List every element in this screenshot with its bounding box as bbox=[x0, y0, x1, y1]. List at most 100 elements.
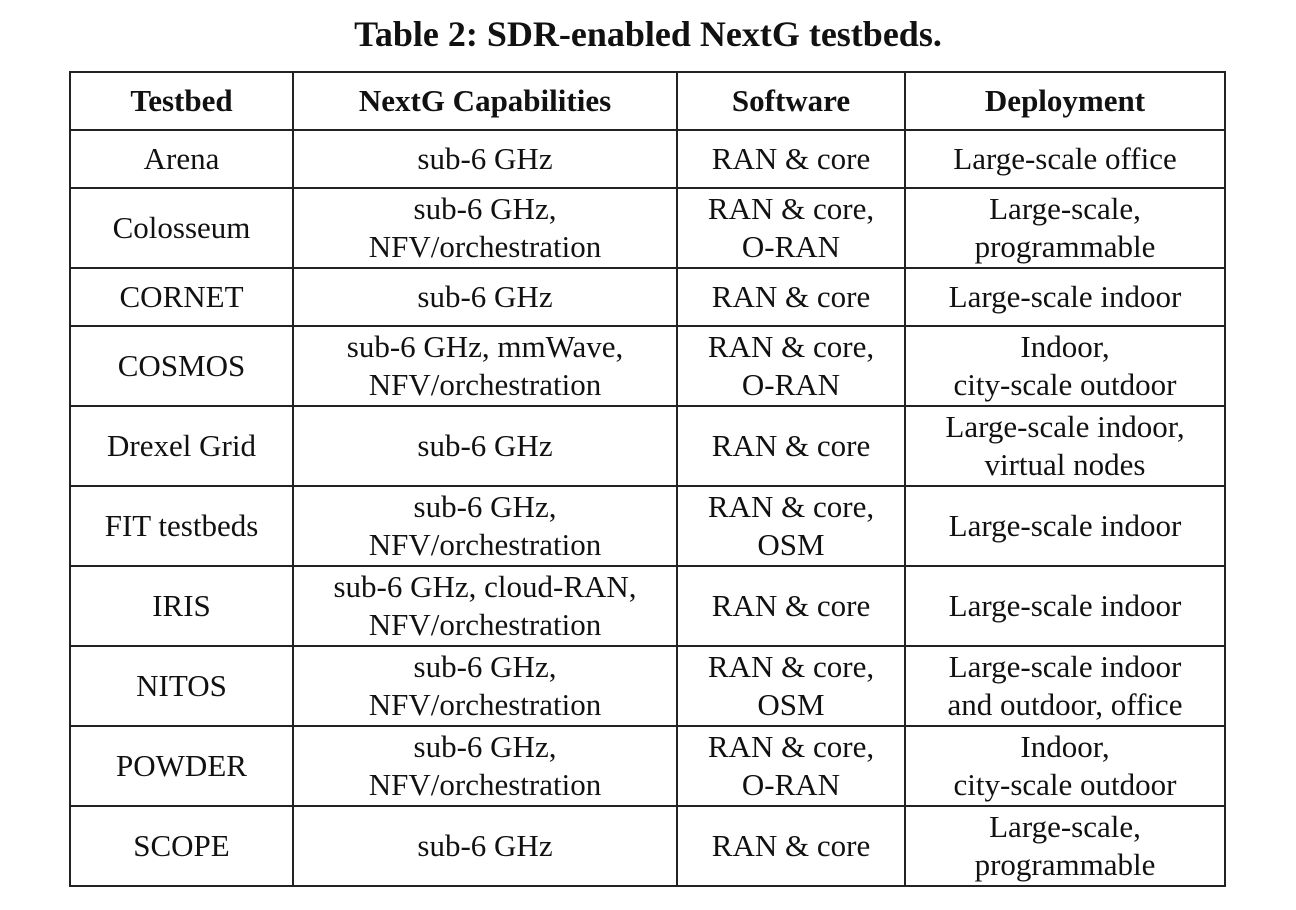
cell-line: and outdoor, office bbox=[947, 687, 1183, 722]
cell-line: sub-6 GHz bbox=[417, 428, 553, 463]
cell-line: sub-6 GHz, bbox=[413, 489, 557, 524]
cell-capabilities: sub-6 GHz bbox=[292, 267, 678, 327]
cell-line: sub-6 GHz, mmWave, bbox=[346, 329, 624, 364]
table-row: POWDER sub-6 GHz, NFV/orchestration RAN & c… bbox=[69, 725, 1226, 807]
table-row: IRIS sub-6 GHz, cloud-RAN, NFV/orchestrati… bbox=[69, 565, 1226, 647]
cell-line: NFV/orchestration bbox=[368, 229, 602, 264]
cell-deployment: Large-scale indoor bbox=[904, 267, 1226, 327]
table-row: FIT testbeds sub-6 GHz, NFV/orchestration R… bbox=[69, 485, 1226, 567]
cell-line: RAN & core bbox=[711, 828, 871, 863]
column-header-testbed: Testbed bbox=[69, 71, 294, 131]
table-row: COSMOS sub-6 GHz, mmWave, NFV/orchestratio… bbox=[69, 325, 1226, 407]
cell-line: RAN & core bbox=[711, 428, 871, 463]
cell-software: RAN & core, OSM bbox=[676, 485, 906, 567]
column-header-software: Software bbox=[676, 71, 906, 131]
column-header-deployment: Deployment bbox=[904, 71, 1226, 131]
cell-line: sub-6 GHz, bbox=[413, 191, 557, 226]
cell-line: Large-scale indoor bbox=[948, 649, 1182, 684]
column-header-capabilities: NextG Capabilities bbox=[292, 71, 678, 131]
cell-line: Large-scale indoor bbox=[948, 588, 1182, 623]
cell-line: sub-6 GHz bbox=[417, 279, 553, 314]
cell-deployment: Large-scale indoor bbox=[904, 485, 1226, 567]
cell-line: NFV/orchestration bbox=[368, 607, 602, 642]
cell-testbed: FIT testbeds bbox=[69, 485, 294, 567]
cell-line: sub-6 GHz, cloud-RAN, bbox=[333, 569, 637, 604]
cell-testbed: Drexel Grid bbox=[69, 405, 294, 487]
cell-line: Indoor, bbox=[1020, 729, 1110, 764]
cell-line: NFV/orchestration bbox=[368, 367, 602, 402]
cell-software: RAN & core bbox=[676, 805, 906, 887]
table-body: Arena sub-6 GHz RAN & core Large-scale offi… bbox=[69, 129, 1226, 887]
cell-deployment: Large-scale indoor, virtual nodes bbox=[904, 405, 1226, 487]
cell-software: RAN & core, OSM bbox=[676, 645, 906, 727]
cell-software: RAN & core, O-RAN bbox=[676, 325, 906, 407]
table-row: Colosseum sub-6 GHz, NFV/orchestration RAN … bbox=[69, 187, 1226, 269]
cell-line: Large-scale office bbox=[953, 141, 1177, 176]
cell-line: RAN & core, bbox=[707, 649, 875, 684]
cell-capabilities: sub-6 GHz, cloud-RAN, NFV/orchestration bbox=[292, 565, 678, 647]
table-row: CORNET sub-6 GHz RAN & core Large-scale ind… bbox=[69, 267, 1226, 327]
cell-software: RAN & core, O-RAN bbox=[676, 725, 906, 807]
cell-line: Large-scale indoor bbox=[948, 279, 1182, 314]
testbeds-table: Testbed NextG Capabilities Software Depl… bbox=[69, 71, 1226, 887]
cell-line: NFV/orchestration bbox=[368, 527, 602, 562]
cell-testbed: COSMOS bbox=[69, 325, 294, 407]
cell-line: RAN & core, bbox=[707, 489, 875, 524]
header-row: Testbed NextG Capabilities Software Depl… bbox=[69, 71, 1226, 131]
cell-line: RAN & core bbox=[711, 588, 871, 623]
cell-line: city-scale outdoor bbox=[953, 767, 1177, 802]
cell-line: RAN & core, bbox=[707, 329, 875, 364]
cell-testbed: NITOS bbox=[69, 645, 294, 727]
cell-line: O-RAN bbox=[741, 229, 841, 264]
cell-line: O-RAN bbox=[741, 367, 841, 402]
cell-deployment: Large-scale, programmable bbox=[904, 805, 1226, 887]
cell-line: RAN & core, bbox=[707, 191, 875, 226]
table-caption: Table 2: SDR-enabled NextG testbeds. bbox=[354, 14, 942, 54]
cell-line: RAN & core, bbox=[707, 729, 875, 764]
cell-testbed: IRIS bbox=[69, 565, 294, 647]
table-row: Arena sub-6 GHz RAN & core Large-scale offi… bbox=[69, 129, 1226, 189]
cell-capabilities: sub-6 GHz, NFV/orchestration bbox=[292, 485, 678, 567]
cell-line: sub-6 GHz bbox=[417, 141, 553, 176]
cell-software: RAN & core bbox=[676, 267, 906, 327]
cell-deployment: Large-scale, programmable bbox=[904, 187, 1226, 269]
cell-capabilities: sub-6 GHz, NFV/orchestration bbox=[292, 725, 678, 807]
table-row: SCOPE sub-6 GHz RAN & core Large-scale, prog… bbox=[69, 805, 1226, 887]
cell-testbed: Arena bbox=[69, 129, 294, 189]
cell-line: city-scale outdoor bbox=[953, 367, 1177, 402]
cell-line: OSM bbox=[757, 687, 825, 722]
cell-deployment: Large-scale office bbox=[904, 129, 1226, 189]
cell-line: OSM bbox=[757, 527, 825, 562]
cell-testbed: SCOPE bbox=[69, 805, 294, 887]
cell-line: RAN & core bbox=[711, 141, 871, 176]
cell-line: NFV/orchestration bbox=[368, 687, 602, 722]
cell-capabilities: sub-6 GHz bbox=[292, 129, 678, 189]
cell-deployment: Large-scale indoor bbox=[904, 565, 1226, 647]
cell-capabilities: sub-6 GHz bbox=[292, 405, 678, 487]
cell-deployment: Indoor, city-scale outdoor bbox=[904, 325, 1226, 407]
cell-software: RAN & core, O-RAN bbox=[676, 187, 906, 269]
table-row: NITOS sub-6 GHz, NFV/orchestration RAN & co… bbox=[69, 645, 1226, 727]
cell-line: programmable bbox=[974, 229, 1156, 264]
cell-software: RAN & core bbox=[676, 405, 906, 487]
cell-line: RAN & core bbox=[711, 279, 871, 314]
cell-software: RAN & core bbox=[676, 129, 906, 189]
cell-line: Large-scale indoor bbox=[948, 508, 1182, 543]
table-row: Drexel Grid sub-6 GHz RAN & core Large-scal… bbox=[69, 405, 1226, 487]
cell-line: Large-scale, bbox=[989, 809, 1141, 844]
cell-deployment: Large-scale indoor and outdoor, office bbox=[904, 645, 1226, 727]
cell-capabilities: sub-6 GHz, mmWave, NFV/orchestration bbox=[292, 325, 678, 407]
cell-line: Large-scale, bbox=[989, 191, 1141, 226]
cell-testbed: CORNET bbox=[69, 267, 294, 327]
cell-capabilities: sub-6 GHz bbox=[292, 805, 678, 887]
cell-software: RAN & core bbox=[676, 565, 906, 647]
cell-line: virtual nodes bbox=[984, 447, 1146, 482]
cell-testbed: Colosseum bbox=[69, 187, 294, 269]
cell-line: sub-6 GHz, bbox=[413, 649, 557, 684]
cell-line: NFV/orchestration bbox=[368, 767, 602, 802]
cell-capabilities: sub-6 GHz, NFV/orchestration bbox=[292, 187, 678, 269]
cell-line: Large-scale indoor, bbox=[945, 409, 1185, 444]
cell-line: Indoor, bbox=[1020, 329, 1110, 364]
cell-line: programmable bbox=[974, 847, 1156, 882]
cell-line: sub-6 GHz bbox=[417, 828, 553, 863]
